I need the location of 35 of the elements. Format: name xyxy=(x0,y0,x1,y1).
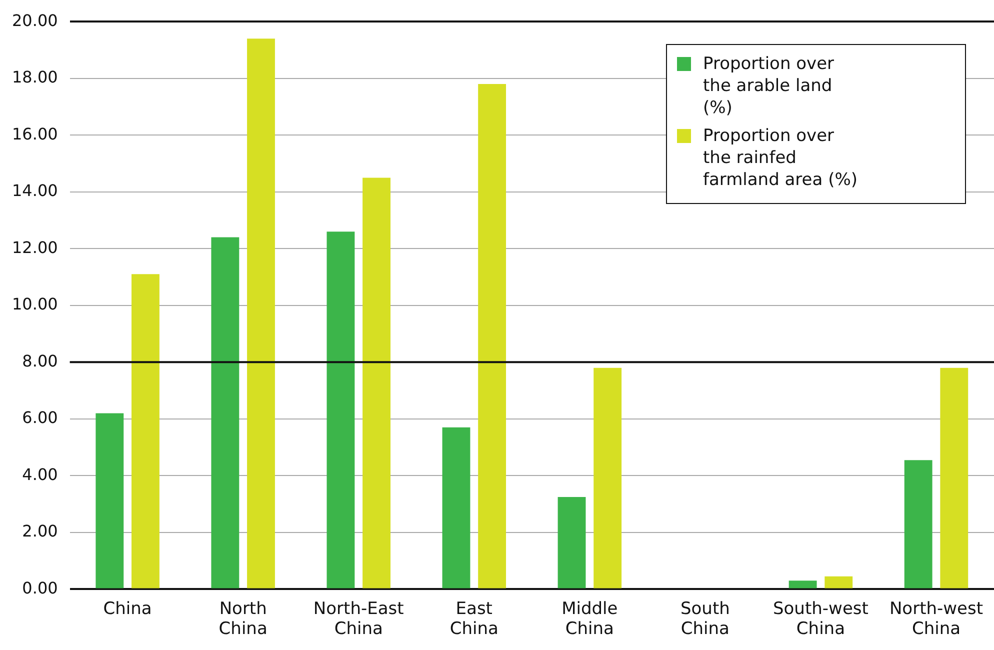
x-tick-label: East China xyxy=(450,598,498,640)
bar xyxy=(478,84,506,588)
x-tick-label: South China xyxy=(680,598,730,640)
bar xyxy=(247,38,275,588)
y-tick-label: 20.00 xyxy=(12,10,58,30)
bar xyxy=(96,413,124,588)
bar xyxy=(940,368,968,588)
x-tick-label: Middle China xyxy=(562,598,618,640)
x-tick-label: North-East China xyxy=(313,598,404,640)
legend-label: Proportion over the arable land (%) xyxy=(703,53,836,119)
y-tick-label: 12.00 xyxy=(12,238,58,257)
bar xyxy=(594,368,622,588)
x-tick-label: North China xyxy=(218,598,268,640)
y-tick-label: 10.00 xyxy=(12,294,58,314)
y-tick-label: 2.00 xyxy=(22,522,58,541)
bar xyxy=(132,274,160,588)
y-tick-label: 6.00 xyxy=(22,408,58,428)
x-tick-label: South-west China xyxy=(772,598,869,640)
bar xyxy=(788,580,817,588)
bar xyxy=(558,496,586,588)
bar xyxy=(442,427,470,588)
bar xyxy=(904,460,932,588)
bar xyxy=(824,576,853,588)
x-tick-label: China xyxy=(103,598,152,619)
y-tick-label: 16.00 xyxy=(12,124,58,144)
y-tick-label: 8.00 xyxy=(22,351,58,370)
bar xyxy=(211,237,240,588)
legend-label: Proportion over the rainfed farmland area (%) xyxy=(703,125,858,191)
y-tick-label: 18.00 xyxy=(12,68,58,87)
bar xyxy=(362,178,390,588)
y-tick-label: 4.00 xyxy=(22,464,58,484)
bar xyxy=(326,232,355,588)
x-tick-label: North-west China xyxy=(889,598,984,640)
y-tick-label: 14.00 xyxy=(12,181,58,200)
y-tick-label: 0.00 xyxy=(22,578,58,598)
